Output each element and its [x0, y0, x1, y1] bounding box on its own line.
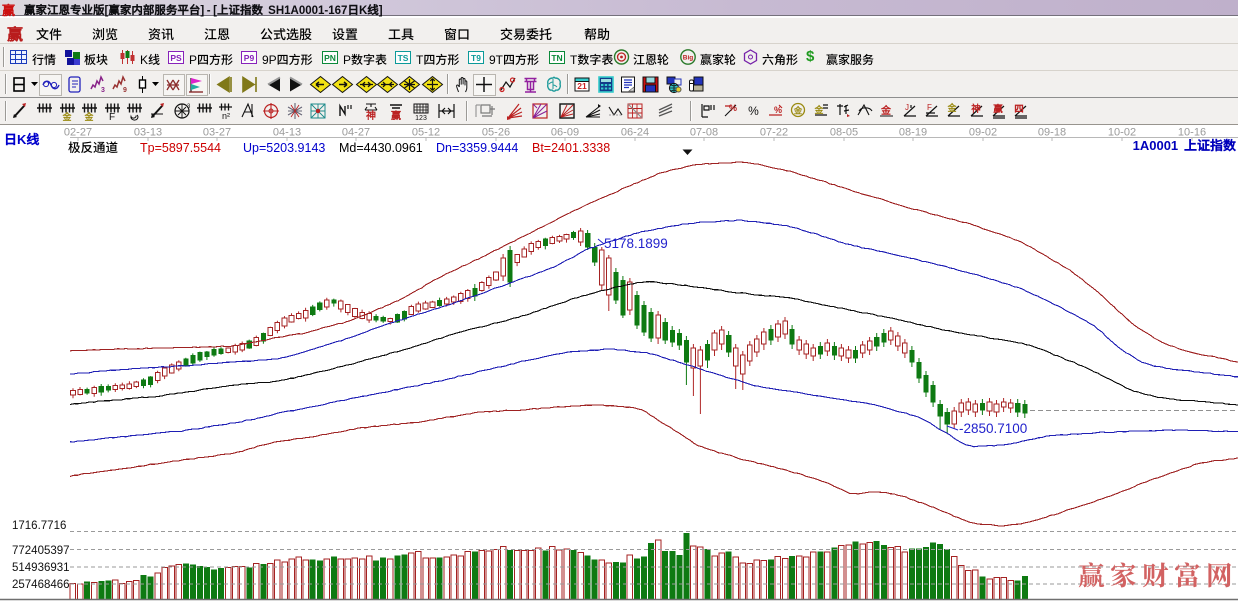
- svg-text:金: 金: [61, 110, 72, 123]
- svg-text:%: %: [748, 104, 759, 118]
- svg-text:06-24: 06-24: [621, 127, 649, 139]
- svg-text:F: F: [927, 103, 932, 112]
- svg-text:1A0001 上证指数: 1A0001 上证指数: [1133, 135, 1237, 154]
- svg-text:极反通道: 极反通道: [68, 137, 119, 156]
- svg-text:5178.1899: 5178.1899: [604, 236, 668, 251]
- svg-text:10-16: 10-16: [1178, 127, 1206, 139]
- svg-text:Bt=2401.3338: Bt=2401.3338: [532, 141, 610, 155]
- svg-text:07-22: 07-22: [760, 127, 788, 139]
- svg-text:05-12: 05-12: [412, 127, 440, 139]
- svg-text:F: F: [109, 112, 115, 123]
- svg-text:1716.7716: 1716.7716: [12, 520, 66, 532]
- svg-text:-2850.7100: -2850.7100: [959, 421, 1027, 436]
- svg-text:05-26: 05-26: [482, 127, 510, 139]
- svg-text:Tp=5897.5544: Tp=5897.5544: [140, 141, 221, 155]
- svg-text:772405397: 772405397: [12, 545, 70, 557]
- svg-text:03-13: 03-13: [134, 127, 162, 139]
- svg-text:Dn=3359.9444: Dn=3359.9444: [436, 141, 518, 155]
- svg-text:金: 金: [83, 110, 94, 123]
- svg-text:金: 金: [793, 105, 803, 117]
- svg-text:四: 四: [1014, 101, 1024, 115]
- svg-text:03-27: 03-27: [203, 127, 231, 139]
- svg-text:257468466: 257468466: [12, 579, 70, 591]
- svg-text:赢: 赢: [992, 101, 1003, 115]
- svg-text:%: %: [729, 101, 737, 114]
- svg-text:514936931: 514936931: [12, 562, 70, 574]
- svg-text:08-19: 08-19: [899, 127, 927, 139]
- svg-text:n²: n²: [222, 111, 230, 121]
- svg-text:赢: 赢: [390, 107, 401, 122]
- svg-text:3: 3: [101, 85, 105, 95]
- svg-text:Md=4430.0961: Md=4430.0961: [339, 141, 423, 155]
- svg-text:9: 9: [123, 85, 127, 95]
- svg-text:07-08: 07-08: [690, 127, 718, 139]
- svg-text:Big: Big: [683, 55, 694, 62]
- svg-text:09-02: 09-02: [969, 127, 997, 139]
- svg-text:04-27: 04-27: [342, 127, 370, 139]
- svg-text:06-09: 06-09: [551, 127, 579, 139]
- svg-text:金: 金: [813, 103, 824, 116]
- svg-text:3: 3: [187, 101, 191, 110]
- svg-text:10-02: 10-02: [1108, 127, 1136, 139]
- svg-text:Up=5203.9143: Up=5203.9143: [243, 141, 325, 155]
- svg-text:%: %: [774, 103, 782, 116]
- svg-text:21: 21: [577, 81, 587, 91]
- svg-text:金: 金: [880, 102, 892, 117]
- svg-text:日K线: 日K线: [4, 129, 39, 148]
- svg-text:02-27: 02-27: [64, 127, 92, 139]
- svg-text:08-05: 08-05: [830, 127, 858, 139]
- svg-text:金: 金: [946, 101, 957, 114]
- svg-text:赢家财富网: 赢家财富网: [1078, 554, 1238, 593]
- svg-text:123: 123: [415, 115, 427, 122]
- svg-text:神: 神: [366, 107, 376, 122]
- svg-text:04-13: 04-13: [273, 127, 301, 139]
- svg-text:09-18: 09-18: [1038, 127, 1066, 139]
- svg-text:J: J: [905, 102, 909, 113]
- svg-text:神: 神: [971, 101, 981, 115]
